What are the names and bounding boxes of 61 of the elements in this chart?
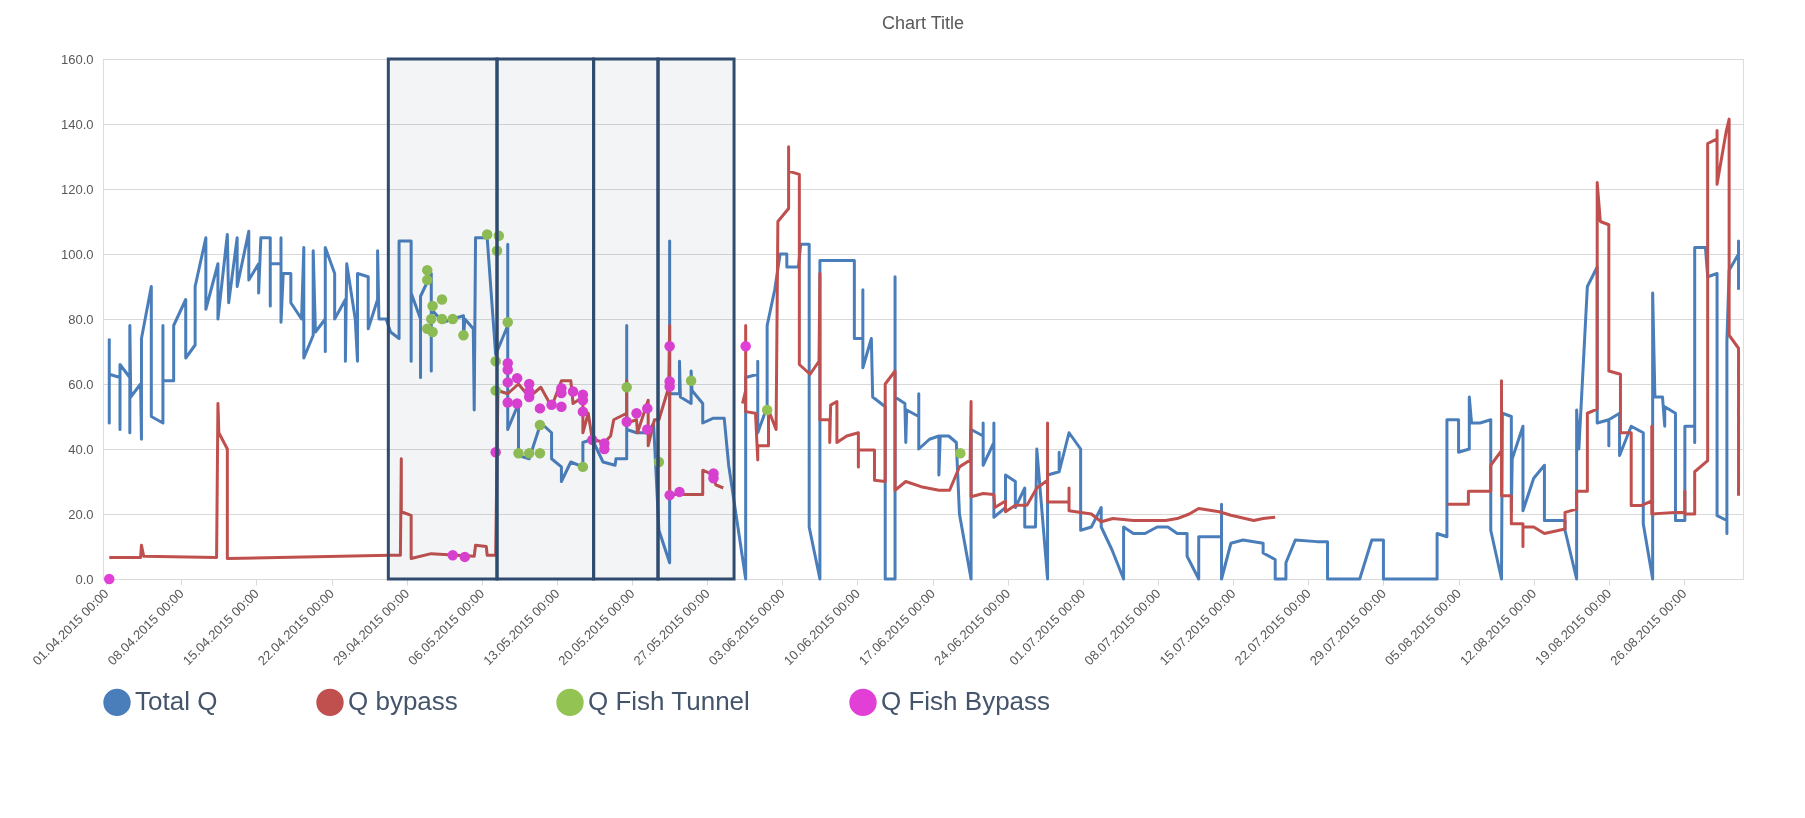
point bbox=[674, 486, 685, 498]
y-tick-label: 40.0 bbox=[68, 441, 94, 457]
chart-title: Chart Title bbox=[881, 13, 965, 33]
legend-label: Q bypass bbox=[348, 686, 458, 717]
point bbox=[761, 404, 773, 416]
point bbox=[427, 326, 438, 338]
point bbox=[493, 230, 505, 242]
point bbox=[436, 313, 448, 325]
point bbox=[426, 313, 437, 325]
point bbox=[621, 382, 632, 393]
point bbox=[422, 274, 433, 286]
point bbox=[481, 229, 493, 240]
y-tick-label: 160.0 bbox=[60, 51, 94, 67]
point bbox=[631, 408, 642, 419]
point bbox=[740, 341, 751, 352]
point bbox=[490, 385, 501, 396]
point bbox=[447, 313, 458, 325]
point bbox=[534, 447, 546, 459]
point bbox=[459, 551, 471, 563]
y-tick-label: 100.0 bbox=[60, 246, 94, 262]
point bbox=[490, 356, 501, 367]
point bbox=[104, 573, 115, 585]
point bbox=[577, 406, 589, 417]
point bbox=[577, 461, 589, 473]
point bbox=[436, 294, 448, 305]
y-tick-label: 140.0 bbox=[60, 116, 94, 132]
point bbox=[502, 397, 513, 408]
point bbox=[447, 550, 458, 561]
point bbox=[491, 245, 503, 256]
point bbox=[664, 489, 675, 501]
point bbox=[642, 424, 653, 435]
y-tick-label: 60.0 bbox=[68, 376, 94, 392]
point bbox=[511, 398, 523, 409]
y-tick-label: 120.0 bbox=[60, 181, 94, 197]
point bbox=[621, 416, 632, 427]
point bbox=[511, 372, 523, 384]
point bbox=[556, 401, 567, 412]
point bbox=[502, 377, 513, 388]
point bbox=[685, 375, 697, 386]
point bbox=[502, 317, 513, 328]
y-tick-label: 80.0 bbox=[68, 311, 94, 327]
point bbox=[587, 434, 598, 446]
point bbox=[664, 341, 675, 352]
y-tick-label: 0.0 bbox=[75, 571, 94, 587]
point bbox=[534, 419, 546, 431]
point bbox=[523, 447, 535, 459]
point bbox=[422, 265, 433, 276]
point bbox=[490, 447, 501, 458]
point bbox=[534, 403, 546, 414]
point bbox=[955, 447, 966, 459]
point bbox=[458, 330, 469, 341]
point bbox=[567, 386, 579, 397]
legend-label: Q Fish Bypass bbox=[881, 686, 1051, 717]
point bbox=[653, 456, 665, 468]
legend-label: Q Fish Tunnel bbox=[588, 686, 750, 717]
point bbox=[642, 403, 653, 414]
legend-label: Total Q bbox=[135, 686, 218, 717]
point bbox=[513, 447, 524, 459]
y-tick-label: 20.0 bbox=[68, 506, 94, 522]
point bbox=[546, 399, 557, 411]
point bbox=[427, 300, 438, 312]
